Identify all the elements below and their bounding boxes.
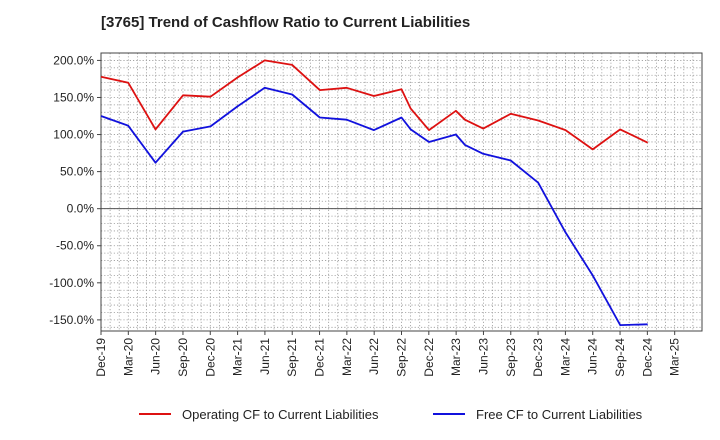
x-tick-label: Dec-24 — [640, 338, 654, 377]
y-tick-label: 50.0% — [60, 165, 94, 179]
legend: Operating CF to Current Liabilities Free … — [139, 407, 643, 422]
x-tick-label: Sep-23 — [504, 338, 518, 377]
legend-label: Operating CF to Current Liabilities — [182, 407, 379, 422]
x-tick-label: Jun-21 — [258, 338, 272, 375]
y-tick-label: -150.0% — [49, 313, 94, 327]
x-tick-label: Jun-23 — [476, 338, 490, 375]
y-tick-label: -100.0% — [49, 276, 94, 290]
x-tick-label: Dec-19 — [94, 338, 108, 377]
x-tick-label: Mar-24 — [558, 338, 572, 376]
x-tick-label: Dec-22 — [422, 338, 436, 377]
x-tick-label: Dec-23 — [531, 338, 545, 377]
x-tick-label: Dec-20 — [203, 338, 217, 377]
x-tick-label: Mar-25 — [668, 338, 682, 376]
y-tick-label: -50.0% — [56, 239, 94, 253]
series-line-free-cf — [100, 86, 648, 327]
y-tick-label: 150.0% — [53, 90, 94, 104]
x-tick-label: Sep-24 — [613, 338, 627, 377]
x-tick-label: Sep-22 — [395, 338, 409, 377]
x-tick-label: Sep-21 — [285, 338, 299, 377]
x-tick-label: Jun-24 — [586, 338, 600, 375]
grid-layer — [100, 52, 703, 331]
x-tick-label: Jun-20 — [149, 338, 163, 375]
x-tick-label: Mar-22 — [340, 338, 354, 376]
y-tick-label: 0.0% — [67, 202, 95, 216]
series-layer — [100, 59, 649, 327]
y-tick-label: 200.0% — [53, 53, 94, 67]
x-tick-label: Sep-20 — [176, 338, 190, 377]
legend-label: Free CF to Current Liabilities — [476, 407, 643, 422]
chart-title: [3765] Trend of Cashflow Ratio to Curren… — [101, 14, 471, 31]
x-tick-label: Mar-21 — [231, 338, 245, 376]
axis-layer: 200.0% 150.0% 100.0% 50.0% 0.0% -50.0% -100.0%… — [49, 52, 703, 377]
y-tick-label: 100.0% — [53, 128, 94, 142]
series-line-operating-cf — [100, 59, 649, 151]
x-tick-label: Mar-23 — [449, 338, 463, 376]
x-tick-label: Dec-21 — [313, 338, 327, 377]
x-tick-label: Jun-22 — [367, 338, 381, 375]
x-tick-label: Mar-20 — [121, 338, 135, 376]
